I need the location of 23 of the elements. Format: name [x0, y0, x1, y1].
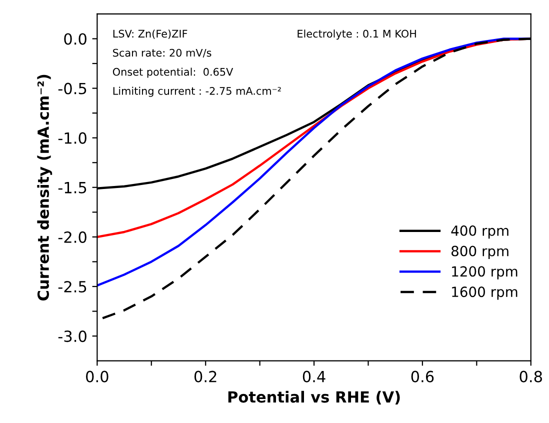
legend-label: 1600 rpm — [452, 286, 518, 300]
annotation: Onset potential: 0.65V — [112, 68, 234, 78]
y-tick-label: -3.0 — [58, 330, 86, 342]
y-tick-label: -0.5 — [58, 82, 86, 94]
annotation: LSV: Zn(Fe)ZIF — [113, 30, 188, 39]
legend-label: 400 rpm — [451, 225, 508, 239]
y-tick-label: -1.5 — [58, 182, 86, 194]
x-tick-label: 0.2 — [194, 370, 216, 382]
legend-label: 800 rpm — [452, 246, 508, 259]
annotation: Scan rate: 20 mV/s — [113, 48, 212, 58]
annotation: Limiting current : -2.75 mA.cm⁻² — [113, 86, 281, 97]
y-tick-label: 0.0 — [64, 33, 86, 45]
y-tick-label: -2.0 — [58, 231, 86, 243]
x-tick-label: 0.6 — [411, 370, 434, 382]
y-tick-label: -1.0 — [58, 132, 86, 144]
annotation: Electrolyte : 0.1 M KOH — [298, 30, 416, 40]
y-axis-title: Current density (mA.cm⁻²) — [37, 74, 52, 300]
y-tick-label: -2.5 — [58, 280, 86, 293]
x-tick-label: 0.0 — [86, 370, 108, 382]
legend-label: 1200 rpm — [452, 266, 518, 280]
x-tick-label: 0.4 — [302, 370, 326, 382]
x-tick-label: 0.8 — [520, 370, 542, 382]
x-axis-title: Potential vs RHE (V) — [228, 390, 400, 405]
